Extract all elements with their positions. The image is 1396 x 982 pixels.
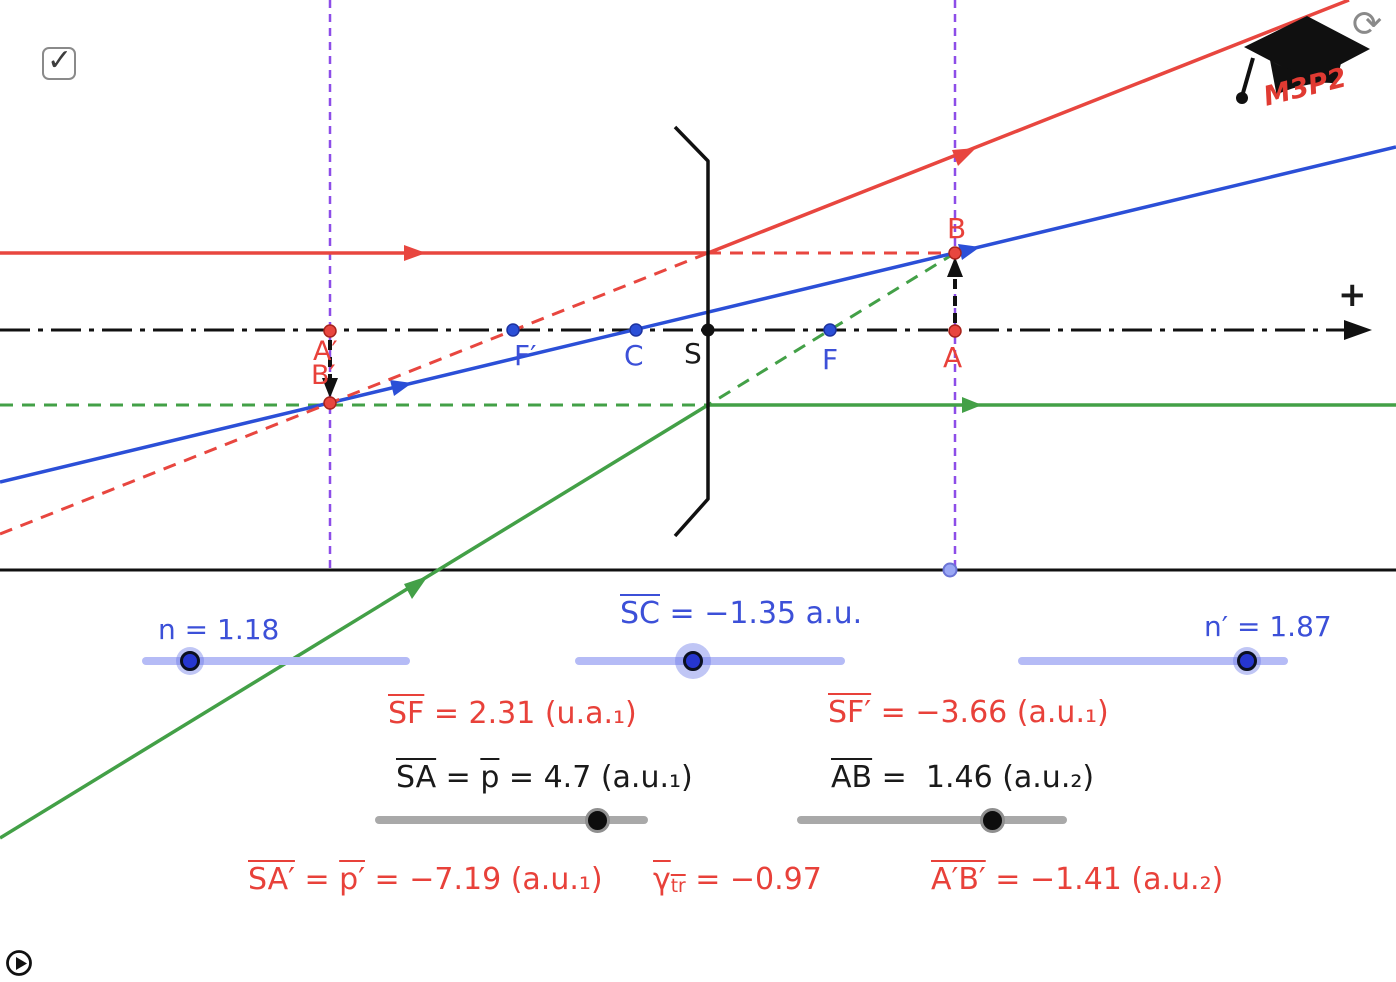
point-F[interactable] [823,323,837,337]
slider-ab-track[interactable] [797,816,1067,824]
axis-positive-sign: + [1338,275,1367,315]
axis-arrowhead-icon [1344,320,1372,340]
label-B: B [947,212,967,245]
reset-icon[interactable]: ⟳ [1352,4,1383,45]
blue-arrowhead-right-icon [958,244,980,260]
blue-arrowhead-left-icon [390,380,412,396]
blue-ray-through-center [0,145,1396,484]
slider-ab-label: AB = 1.46 (a.u.₂) [831,760,1095,795]
label-S: S [684,337,702,370]
point-B-prime[interactable] [323,396,337,410]
green-ray-incident-diagonal [0,403,709,840]
result-sf: SF = 2.31 (u.a.₁) [388,696,637,731]
result-a-prime-b-prime: A′B′ = −1.41 (a.u.₂) [931,862,1224,897]
red-arrowhead-horizontal-icon [404,245,426,261]
slider-n-label: n = 1.18 [158,613,280,646]
slider-sc-knob[interactable] [683,651,703,671]
point-B[interactable] [948,246,962,260]
point-C[interactable] [629,323,643,337]
red-ray-refracted-diagonal [707,0,1350,255]
result-sf-prime: SF′ = −3.66 (a.u.₁) [828,695,1109,730]
point-A[interactable] [948,324,962,338]
slider-sc-track[interactable] [575,657,845,665]
label-A-prime: A′ [313,336,338,367]
slider-n-knob[interactable] [180,651,200,671]
green-diagonal-arrowhead-icon [404,576,428,599]
label-F: F [822,343,839,376]
slider-nprime-label: n′ = 1.87 [1204,610,1332,643]
red-diagonal-arrowhead-icon [952,148,976,166]
play-button[interactable] [6,950,32,976]
logo-cap-icon [1236,16,1370,116]
result-gamma-tr: γtr = −0.97 [653,862,822,898]
point-S[interactable] [701,323,715,337]
label-F-prime: F′ [514,339,537,372]
point-A-prime[interactable] [323,324,337,338]
slider-n-track[interactable] [142,657,410,665]
image-arrowhead-icon [322,378,338,398]
point-F-prime[interactable] [506,323,520,337]
check-icon: ✓ [47,43,73,78]
label-C: C [624,339,644,372]
object-arrowhead-icon [947,257,963,277]
result-sa-prime: SA′ = p′ = −7.19 (a.u.₁) [248,862,603,897]
slider-nprime-track[interactable] [1018,657,1288,665]
slider-sc-label: SC = −1.35 a.u. [620,596,863,631]
visibility-checkbox[interactable]: ✓ [42,43,76,80]
slider-sa-label: SA = p = 4.7 (a.u.₁) [396,760,693,795]
slider-nprime-knob[interactable] [1237,651,1257,671]
label-A: A [943,341,963,374]
slider-sa-track[interactable] [375,816,648,824]
green-arrowhead-icon [962,397,982,413]
red-ray-dashed-extension [0,251,709,536]
label-B-prime: B′ [311,360,336,391]
slider-sa-knob[interactable] [585,808,610,833]
green-ray-dashed-focal [707,251,956,407]
slider-ab-knob[interactable] [980,808,1005,833]
object-position-point[interactable] [942,562,958,578]
